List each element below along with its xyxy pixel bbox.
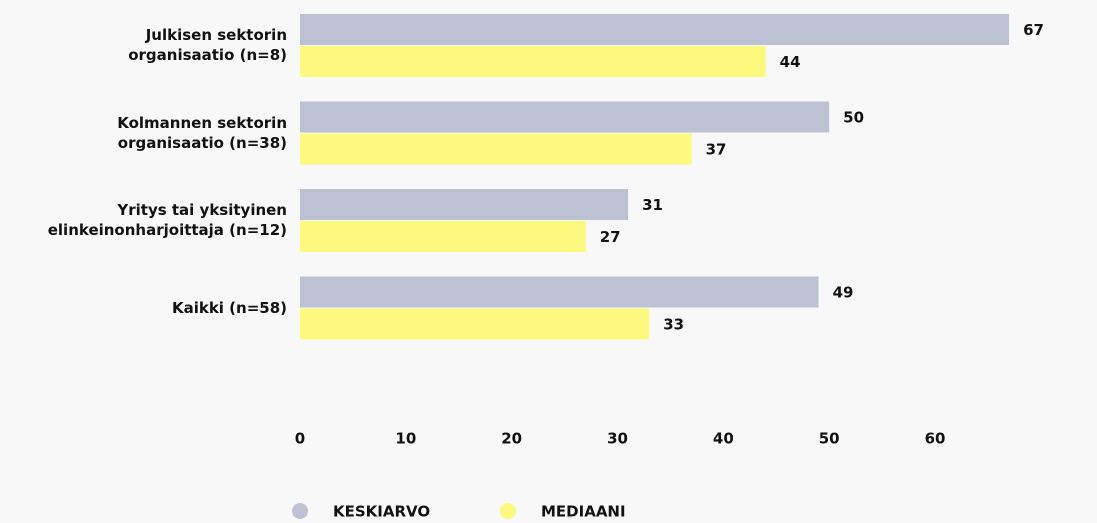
x-tick-label: 10 <box>395 430 416 448</box>
value-label: 50 <box>843 109 864 127</box>
value-label: 44 <box>780 53 801 71</box>
legend-swatch <box>292 503 308 519</box>
bar <box>300 189 629 220</box>
bar <box>300 14 1010 45</box>
legend-swatch <box>500 503 516 519</box>
x-tick-label: 0 <box>295 430 305 448</box>
value-label: 31 <box>642 196 663 214</box>
value-label: 49 <box>833 284 854 302</box>
x-tick-label: 40 <box>713 430 734 448</box>
legend-label: KESKIARVO <box>333 503 430 521</box>
bar <box>300 308 650 340</box>
value-label: 37 <box>706 141 727 159</box>
legend-label: MEDIAANI <box>541 503 626 521</box>
category-label: Kolmannen sektorin organisaatio (n=38) <box>117 113 287 152</box>
category-label: Yritys tai yksityinen elinkeinonharjoitt… <box>47 201 287 239</box>
x-tick-label: 30 <box>607 430 628 448</box>
bar <box>300 276 819 308</box>
category-label: Julkisen sektorin organisaatio (n=8) <box>128 26 287 64</box>
bar <box>300 46 766 77</box>
bar <box>300 133 692 165</box>
value-label: 27 <box>600 228 621 246</box>
category-label: Kaikki (n=58) <box>171 298 287 317</box>
x-tick-label: 20 <box>501 430 522 448</box>
value-label: 67 <box>1023 21 1044 39</box>
value-label: 33 <box>663 316 684 334</box>
bar <box>300 101 830 133</box>
bar <box>300 221 586 252</box>
x-tick-label: 50 <box>819 430 840 448</box>
x-tick-label: 60 <box>925 430 946 448</box>
